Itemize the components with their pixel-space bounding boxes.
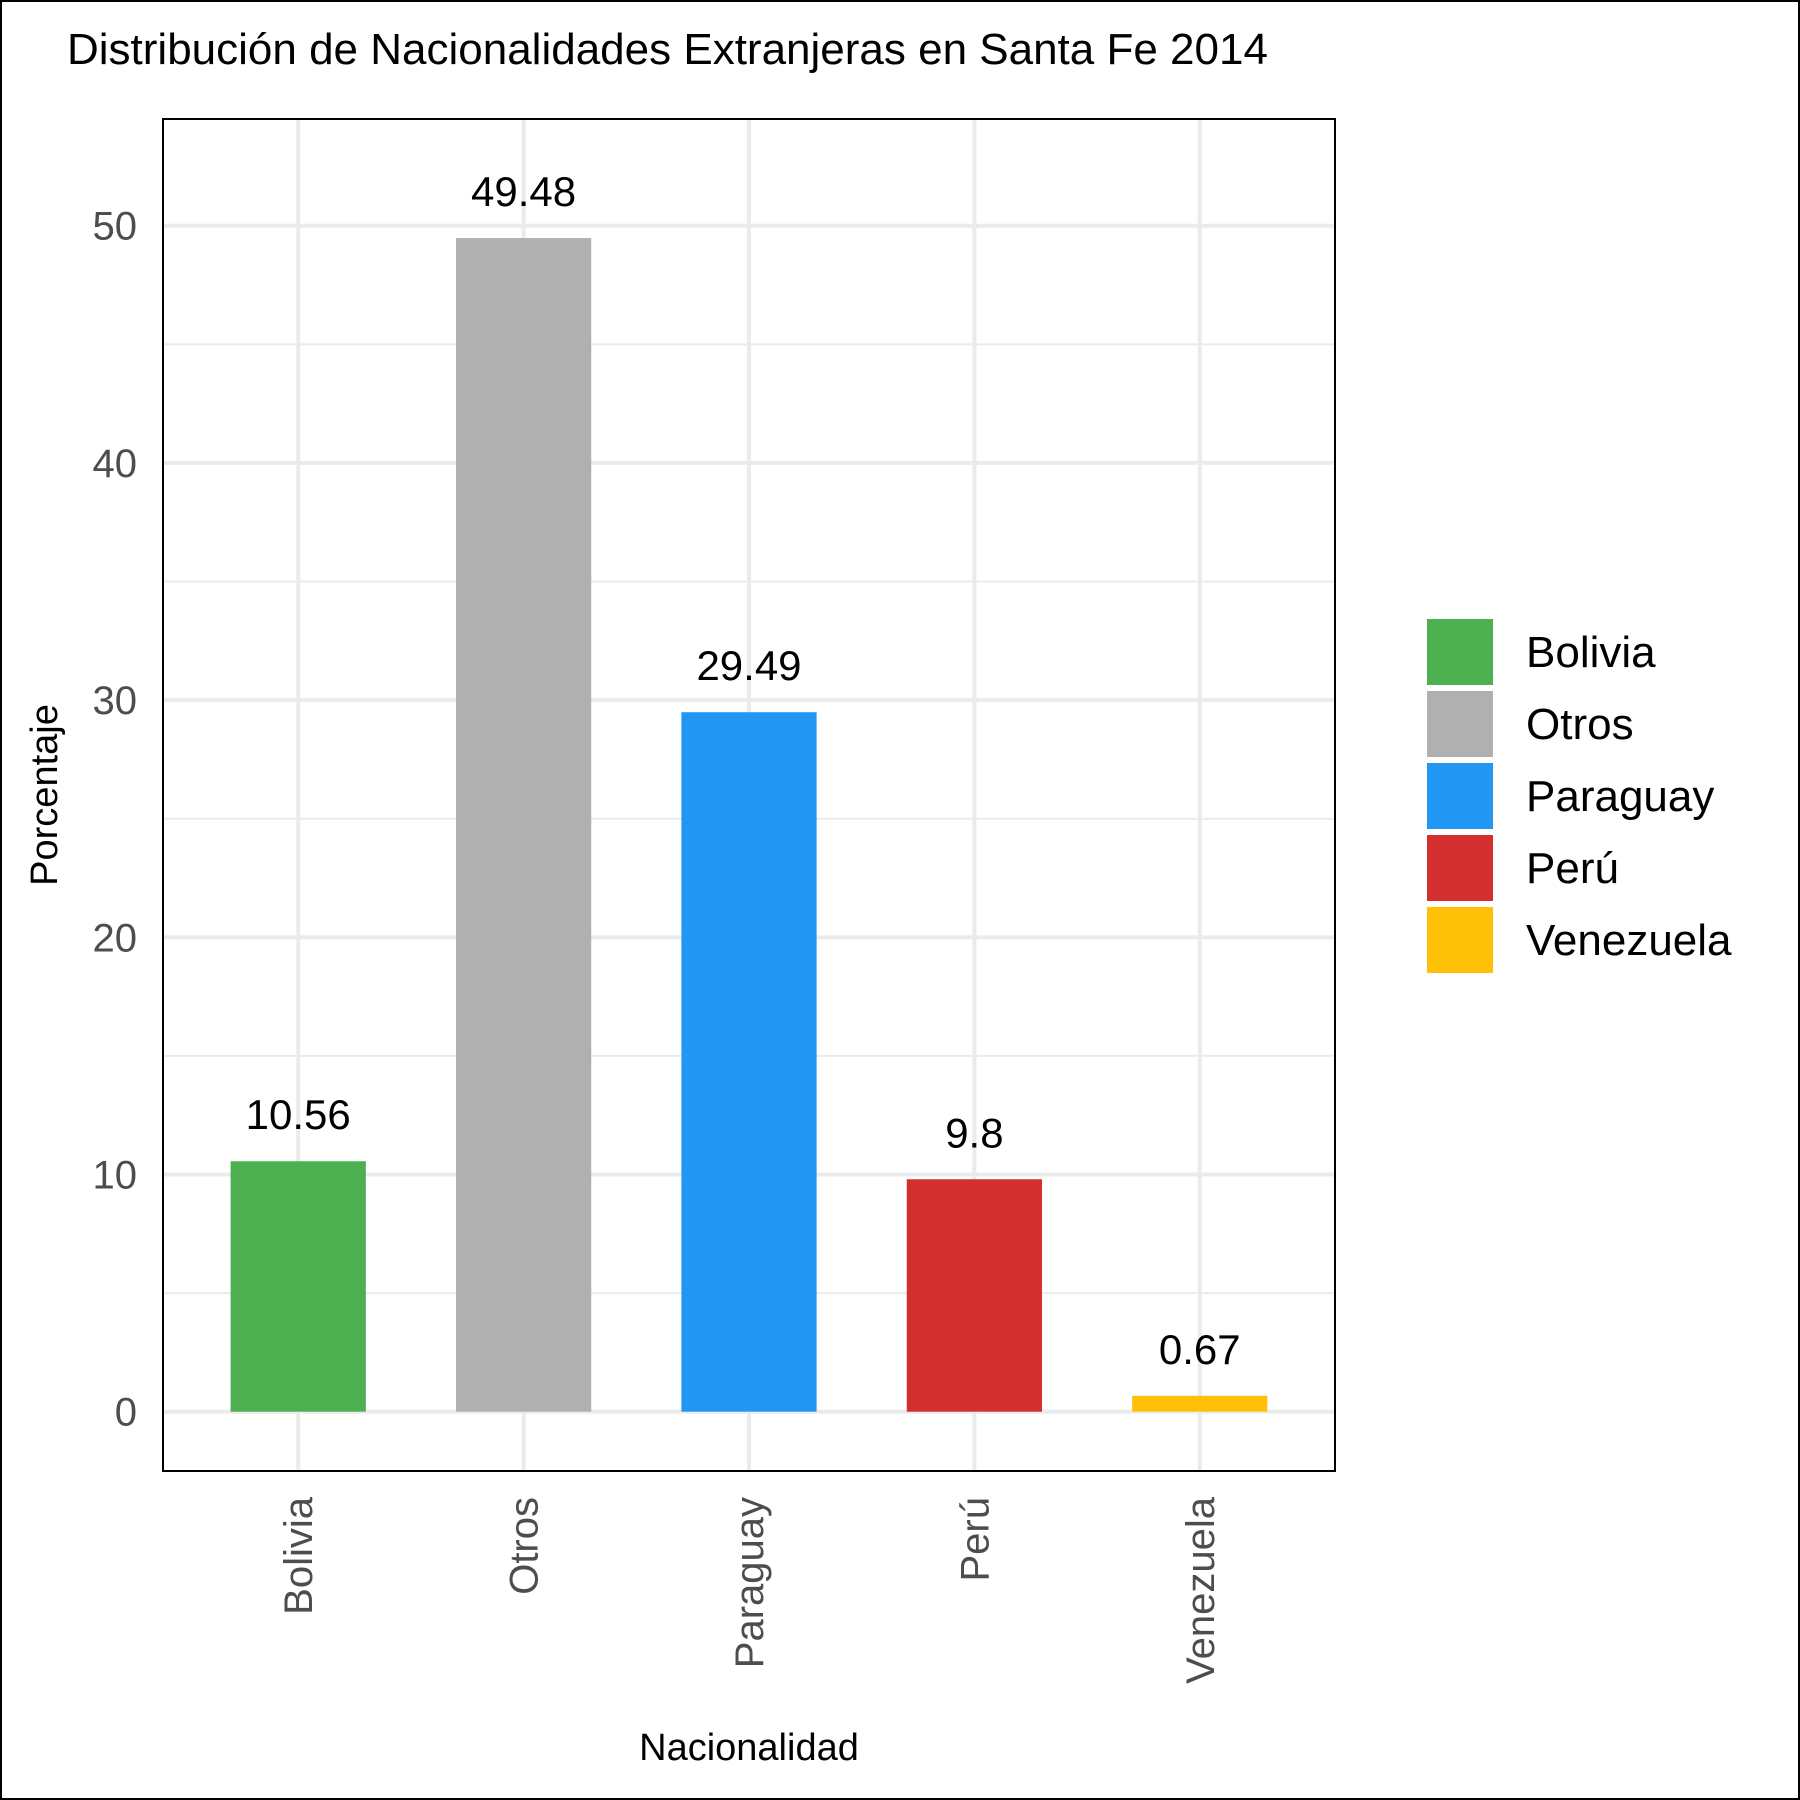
y-tick-label: 40	[93, 442, 138, 486]
data-label-1: 49.48	[471, 168, 576, 215]
plot-panel-border	[162, 118, 1336, 1472]
y-axis-tick-labels: 0 10 20 30 40 50	[93, 205, 138, 1435]
bar-0	[230, 1161, 366, 1412]
legend-swatch	[1427, 691, 1493, 757]
legend-swatch	[1427, 835, 1493, 901]
y-tick-label: 20	[93, 916, 138, 960]
bar-2	[681, 712, 817, 1412]
y-tick-label: 50	[93, 205, 138, 249]
bars	[230, 238, 1268, 1412]
bar-4	[1132, 1395, 1268, 1412]
bar-3	[906, 1179, 1042, 1412]
data-labels: 10.56 49.48 29.49 9.8 0.67	[246, 168, 1241, 1373]
y-tick-label: 0	[115, 1391, 137, 1435]
legend-swatch	[1427, 907, 1493, 973]
data-label-2: 29.49	[696, 642, 801, 689]
data-label-0: 10.56	[246, 1091, 351, 1138]
data-label-3: 9.8	[945, 1109, 1003, 1156]
legend-label: Venezuela	[1526, 916, 1732, 965]
y-axis-title: Porcentaje	[24, 704, 66, 886]
x-tick-label: Paraguay	[728, 1497, 772, 1668]
x-axis-tick-labels: Bolivia Otros Paraguay Perú Venezuela	[277, 1496, 1223, 1684]
bar-1	[456, 238, 592, 1412]
chart-title: Distribución de Nacionalidades Extranjer…	[67, 25, 1268, 74]
x-tick-label: Perú	[953, 1497, 997, 1582]
y-tick-label: 30	[93, 679, 138, 723]
data-label-4: 0.67	[1159, 1326, 1241, 1373]
x-tick-label: Venezuela	[1179, 1496, 1223, 1684]
legend: Bolivia Otros Paraguay Perú Venezuela	[1427, 619, 1732, 973]
legend-label: Bolivia	[1526, 628, 1656, 677]
legend-swatch	[1427, 619, 1493, 685]
legend-swatch	[1427, 763, 1493, 829]
legend-label: Paraguay	[1526, 772, 1714, 821]
x-tick-label: Otros	[503, 1497, 547, 1595]
y-tick-label: 10	[93, 1154, 138, 1198]
legend-label: Perú	[1526, 844, 1619, 893]
x-axis-title: Nacionalidad	[639, 1727, 859, 1769]
x-tick-label: Bolivia	[277, 1496, 321, 1615]
legend-label: Otros	[1526, 700, 1634, 749]
